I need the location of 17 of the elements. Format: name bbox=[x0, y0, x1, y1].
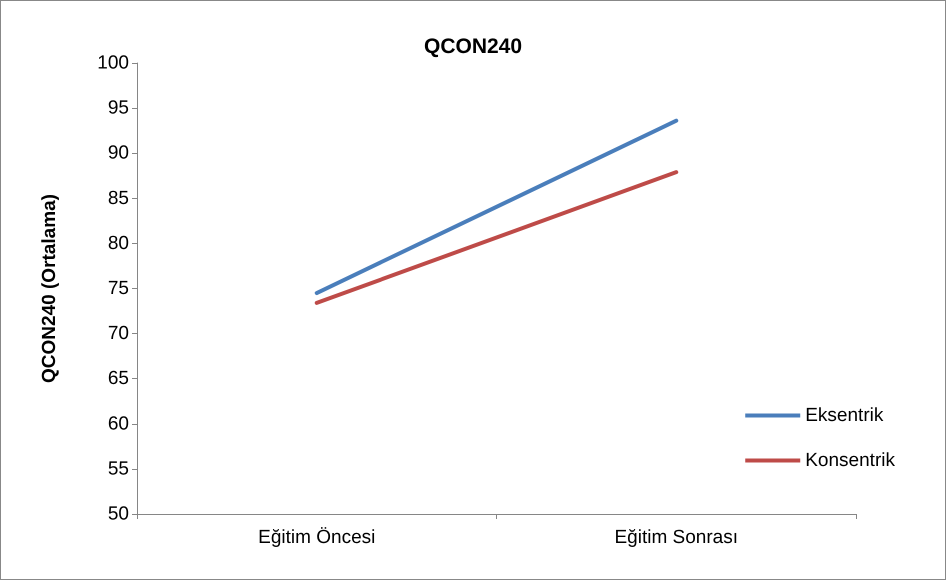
legend-label: Eksentrik bbox=[805, 405, 884, 426]
y-tick-label: 80 bbox=[108, 232, 129, 254]
y-tick-label: 60 bbox=[108, 413, 129, 434]
y-tick-label: 100 bbox=[97, 52, 129, 74]
chart-title: QCON240 bbox=[424, 35, 522, 58]
y-tick-label: 65 bbox=[108, 368, 129, 390]
y-tick-label: 70 bbox=[108, 323, 129, 344]
y-tick-label: 55 bbox=[108, 458, 129, 480]
y-axis-title: QCON240 (Ortalama) bbox=[39, 194, 60, 384]
x-tick-label: Eğitim Öncesi bbox=[258, 527, 376, 548]
y-tick-label: 95 bbox=[108, 98, 129, 119]
y-tick-label: 90 bbox=[108, 142, 129, 164]
y-tick-label: 75 bbox=[108, 278, 129, 299]
x-tick-label: Eğitim Sonrası bbox=[614, 527, 738, 548]
y-tick-label: 85 bbox=[108, 188, 129, 209]
legend-label: Konsentrik bbox=[805, 450, 896, 471]
y-tick-label: 50 bbox=[108, 504, 129, 524]
